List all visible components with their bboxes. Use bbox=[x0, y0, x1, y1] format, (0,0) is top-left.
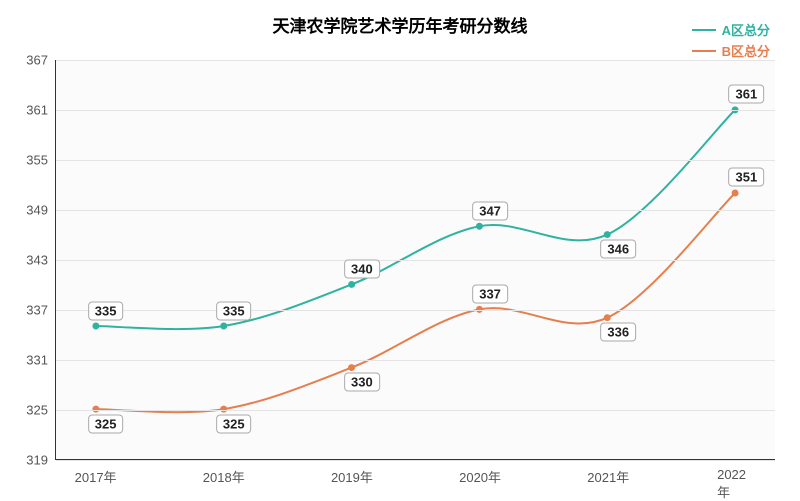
y-tick-label: 367 bbox=[26, 53, 56, 68]
gridline bbox=[56, 110, 775, 111]
gridline bbox=[56, 460, 775, 461]
data-label: 325 bbox=[88, 415, 124, 434]
data-point bbox=[220, 323, 227, 330]
legend-swatch bbox=[692, 29, 716, 31]
data-point bbox=[92, 323, 99, 330]
gridline bbox=[56, 160, 775, 161]
gridline bbox=[56, 60, 775, 61]
y-tick-label: 319 bbox=[26, 453, 56, 468]
series-line bbox=[96, 193, 735, 412]
x-tick-label: 2018年 bbox=[203, 459, 245, 486]
legend-label: A区总分 bbox=[722, 20, 770, 39]
data-point bbox=[732, 190, 739, 197]
chart-title: 天津农学院艺术学历年考研分数线 bbox=[0, 0, 800, 37]
x-tick-label: 2019年 bbox=[331, 459, 373, 486]
data-point bbox=[604, 314, 611, 321]
x-tick-label: 2020年 bbox=[459, 459, 501, 486]
data-point bbox=[348, 281, 355, 288]
data-label: 361 bbox=[729, 85, 765, 104]
x-tick-label: 2017年 bbox=[75, 459, 117, 486]
legend-swatch bbox=[692, 50, 716, 52]
y-tick-label: 343 bbox=[26, 253, 56, 268]
data-point bbox=[604, 231, 611, 238]
gridline bbox=[56, 310, 775, 311]
y-tick-label: 349 bbox=[26, 203, 56, 218]
gridline bbox=[56, 210, 775, 211]
legend-item: B区总分 bbox=[692, 41, 770, 60]
data-label: 337 bbox=[472, 285, 508, 304]
y-tick-label: 337 bbox=[26, 303, 56, 318]
data-label: 347 bbox=[472, 201, 508, 220]
gridline bbox=[56, 410, 775, 411]
legend: A区总分 B区总分 bbox=[692, 20, 770, 62]
x-tick-label: 2022年 bbox=[717, 459, 756, 501]
data-label: 335 bbox=[88, 301, 124, 320]
y-tick-label: 355 bbox=[26, 153, 56, 168]
data-label: 335 bbox=[216, 301, 252, 320]
gridline bbox=[56, 360, 775, 361]
plot-area: 3193253313373433493553613672017年2018年201… bbox=[55, 60, 775, 460]
x-tick-label: 2021年 bbox=[587, 459, 629, 486]
data-point bbox=[348, 364, 355, 371]
legend-label: B区总分 bbox=[722, 41, 770, 60]
data-label: 336 bbox=[600, 323, 636, 342]
legend-item: A区总分 bbox=[692, 20, 770, 39]
data-label: 351 bbox=[729, 168, 765, 187]
y-tick-label: 325 bbox=[26, 403, 56, 418]
data-point bbox=[476, 223, 483, 230]
data-label: 330 bbox=[344, 373, 380, 392]
data-label: 346 bbox=[600, 240, 636, 259]
chart-container: 天津农学院艺术学历年考研分数线 A区总分B区总分 319325331337343… bbox=[0, 0, 800, 500]
y-tick-label: 361 bbox=[26, 103, 56, 118]
data-label: 325 bbox=[216, 415, 252, 434]
gridline bbox=[56, 260, 775, 261]
data-label: 340 bbox=[344, 260, 380, 279]
y-tick-label: 331 bbox=[26, 353, 56, 368]
